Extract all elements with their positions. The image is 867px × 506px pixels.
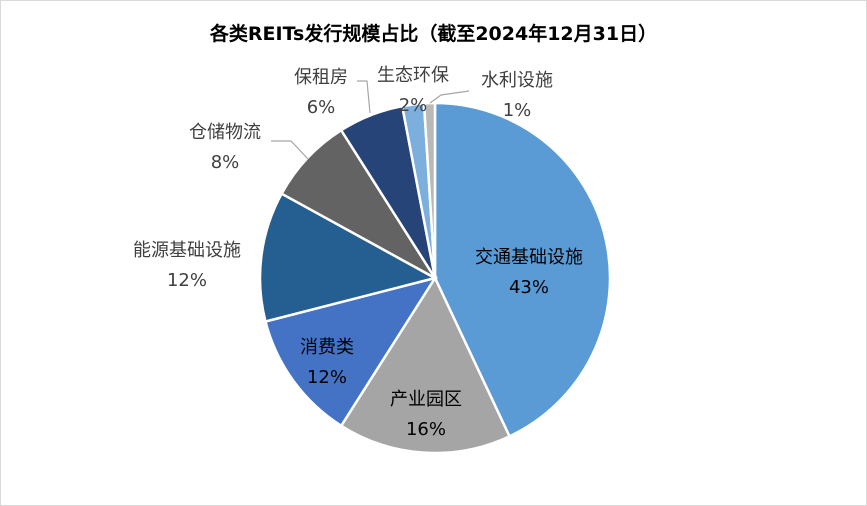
slice-percent-label: 1%: [503, 100, 532, 121]
pie-slice-3: [263, 276, 438, 428]
slice-label: 产业园区: [390, 389, 462, 410]
pie-slice-1: [433, 101, 612, 439]
leader-line: [429, 90, 470, 104]
slice-percent-label: 12%: [167, 270, 207, 291]
leader-line: [357, 80, 371, 114]
chart-title: 各类REITs发行规模占比（截至2024年12月31日）: [209, 23, 658, 45]
slice-label: 交通基础设施: [475, 247, 583, 268]
slice-percent-label: 8%: [211, 152, 240, 173]
pie-slice-2: [339, 275, 512, 455]
slice-label: 水利设施: [481, 70, 553, 91]
slice-label: 仓储物流: [189, 122, 261, 143]
slice-label: 生态环保: [377, 65, 449, 86]
slice-percent-label: 6%: [307, 97, 336, 118]
slice-percent-label: 16%: [406, 419, 446, 440]
pie-slice-8: [422, 101, 437, 279]
slice-label: 消费类: [300, 337, 354, 358]
slice-percent-label: 12%: [307, 367, 347, 388]
slice-percent-label: 2%: [399, 95, 428, 116]
pie-slice-4: [258, 191, 439, 324]
slice-label: 保租房: [294, 67, 348, 88]
slice-label: 能源基础设施: [133, 240, 241, 261]
slice-percent-label: 43%: [509, 277, 549, 298]
leader-line: [271, 140, 309, 160]
